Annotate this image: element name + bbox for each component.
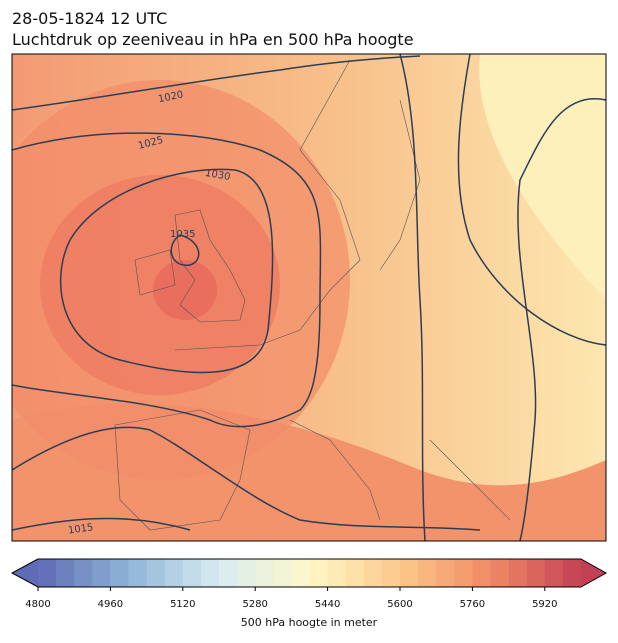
colorbar-segment [400, 559, 419, 587]
colorbar-segment [255, 559, 274, 587]
colorbar-label: 500 hPa hoogte in meter [241, 616, 378, 629]
isobar [517, 97, 606, 541]
colorbar-segment [74, 559, 93, 587]
isobar [12, 517, 191, 531]
coastline [289, 419, 511, 521]
colorbar-tick-label: 5120 [170, 599, 195, 610]
isobar [12, 426, 481, 531]
colorbar-segment [562, 559, 582, 587]
colorbar-segment [526, 559, 546, 587]
colorbar-segment [237, 559, 256, 587]
colorbar-tick-label: 5280 [242, 599, 267, 610]
colorbar-segment [418, 559, 437, 587]
colorbar-segment [508, 559, 528, 587]
colorbar-extend-low [12, 559, 38, 587]
colorbar-outline [10, 558, 608, 588]
isobar [399, 54, 426, 541]
colorbar-segment [472, 559, 491, 587]
colorbar-segment [182, 559, 202, 587]
coastline [114, 409, 251, 531]
coastline [174, 209, 246, 323]
colorbar-tick-label: 4960 [98, 599, 123, 610]
colorbar-segment [309, 559, 329, 587]
colorbar-tick-label: 4800 [25, 599, 50, 610]
colorbar-segment [345, 559, 365, 587]
colorbar-segment [454, 559, 473, 587]
colorbar-extend-high [581, 559, 606, 587]
colorbar-tick-label: 5920 [532, 599, 557, 610]
colorbar-segment [92, 559, 111, 587]
isobar [457, 54, 606, 346]
isobar [170, 234, 200, 266]
contour-label: 1030 [204, 168, 231, 183]
height-field [153, 260, 217, 320]
colorbar-segment [219, 559, 238, 587]
map-area: 1020 1025 1030 1035 1015 [12, 54, 606, 541]
map-frame [11, 53, 607, 542]
colorbar-tick-label: 5600 [387, 599, 412, 610]
coastline [174, 59, 421, 351]
colorbar-segment [146, 559, 166, 587]
isobar [59, 168, 274, 374]
height-field [479, 54, 606, 300]
colorbar-segment [291, 559, 310, 587]
contour-label: 1015 [67, 522, 94, 536]
colorbar-segment [381, 559, 401, 587]
colorbar-segment [273, 559, 292, 587]
colorbar-segment [490, 559, 510, 587]
colorbar-segment [327, 559, 347, 587]
colorbar-segment [38, 559, 57, 587]
contour-label: 1035 [170, 229, 195, 240]
colorbar-tick-label: 5440 [315, 599, 340, 610]
colorbar-segment [164, 559, 184, 587]
colorbar-segment [200, 559, 220, 587]
colorbar-segment [436, 559, 455, 587]
map-date: 28-05-1824 12 UTC [12, 9, 167, 28]
colorbar-segment [544, 559, 564, 587]
colorbar: 4800 4960 5120 5280 5440 5600 5760 5920 [10, 558, 608, 610]
isobar [12, 132, 322, 428]
colorbar-tick-label: 5760 [460, 599, 485, 610]
colorbar-segment [110, 559, 129, 587]
contour-label: 1020 [157, 89, 184, 105]
coastline [134, 249, 176, 296]
colorbar-segment [128, 559, 148, 587]
map-title: Luchtdruk op zeeniveau in hPa en 500 hPa… [12, 30, 414, 49]
isobar [12, 55, 421, 111]
colorbar-segment [363, 559, 383, 587]
colorbar-segment [56, 559, 75, 587]
